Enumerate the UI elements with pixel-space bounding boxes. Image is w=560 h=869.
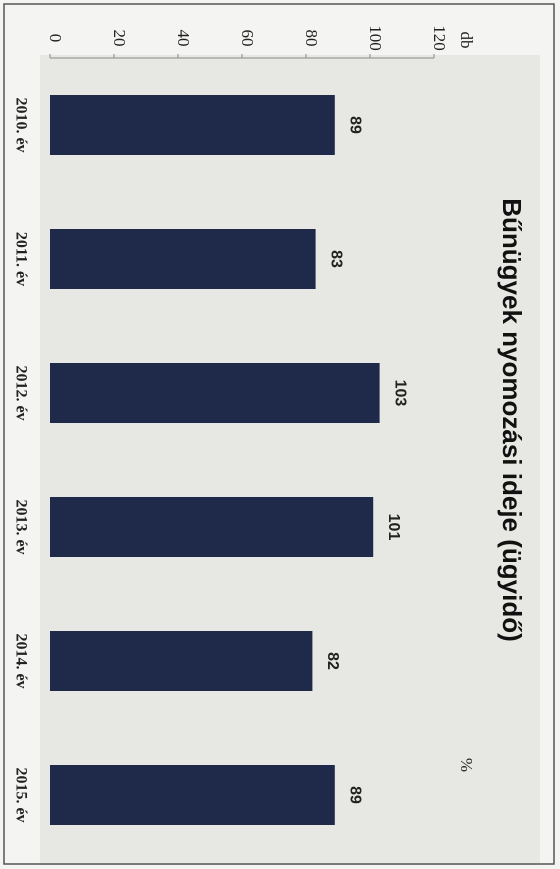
y-tick-label: 100 [366,25,385,51]
data-label: 103 [391,380,408,407]
y2-axis-unit: % [457,758,476,772]
photo-backdrop [40,55,540,865]
bar [50,363,380,423]
bar [50,765,335,825]
y-tick-label: 60 [238,30,257,47]
y-tick-label: 20 [110,30,129,47]
bar [50,95,335,155]
data-label: 82 [324,652,341,670]
data-label: 89 [347,116,364,134]
y-axis-unit: db [457,32,476,49]
data-label: 101 [385,514,402,541]
y-tick-label: 80 [302,30,321,47]
x-tick-label: 2012. év [12,365,29,420]
y-tick-label: 0 [46,34,65,43]
chart-title: Bűnügyek nyomozási ideje (ügyidő) [497,198,527,642]
x-tick-label: 2014. év [12,633,29,688]
data-label: 83 [327,250,344,268]
bar [50,229,316,289]
data-label: 89 [347,786,364,804]
frame [3,3,555,865]
bar [50,631,313,691]
x-tick-label: 2011. év [12,232,29,286]
y-tick-label: 40 [174,30,193,47]
y-tick-label: 120 [430,25,449,51]
x-tick-label: 2010. év [12,97,29,152]
x-tick-label: 2013. év [12,499,29,554]
x-tick-label: 2015. év [12,767,29,822]
bar [50,497,374,557]
